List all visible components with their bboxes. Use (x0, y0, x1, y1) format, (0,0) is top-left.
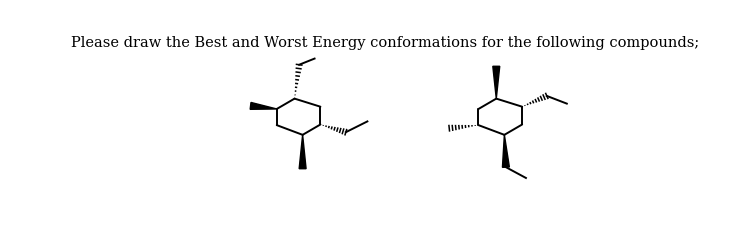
Polygon shape (299, 135, 306, 169)
Text: Please draw the Best and Worst Energy conformations for the following compounds;: Please draw the Best and Worst Energy co… (71, 36, 699, 50)
Polygon shape (502, 135, 509, 167)
Polygon shape (493, 66, 500, 99)
Polygon shape (250, 103, 277, 109)
